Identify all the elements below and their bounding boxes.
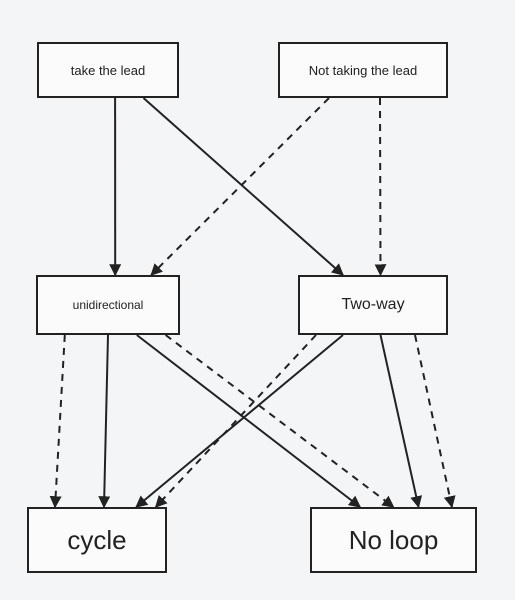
edge-unidirectional-to-cycle-dashed: [55, 335, 65, 507]
node-take-lead: take the lead: [37, 42, 179, 98]
node-label: No loop: [349, 525, 439, 556]
node-not-take-lead: Not taking the lead: [278, 42, 448, 98]
node-label: Two-way: [341, 296, 404, 314]
node-label: Not taking the lead: [309, 63, 417, 78]
edge-unidirectional-to-cycle-solid: [104, 335, 108, 507]
node-no-loop: No loop: [310, 507, 477, 573]
edge-two-way-to-no-loop-dashed: [415, 335, 452, 507]
edge-not-take-lead-to-two-way-dashed: [380, 98, 381, 275]
edge-two-way-to-cycle-dashed: [156, 335, 316, 507]
edge-not-take-lead-to-unidirectional-dashed: [151, 98, 329, 275]
edge-unidirectional-to-no-loop-solid: [137, 335, 360, 507]
node-unidirectional: unidirectional: [36, 275, 180, 335]
edge-unidirectional-to-no-loop-dashed: [166, 335, 394, 507]
node-label: cycle: [67, 525, 126, 556]
edge-two-way-to-cycle-solid: [136, 335, 343, 507]
edge-take-lead-to-two-way-solid: [144, 98, 344, 275]
node-two-way: Two-way: [298, 275, 448, 335]
node-cycle: cycle: [27, 507, 167, 573]
node-label: take the lead: [71, 63, 145, 78]
node-label: unidirectional: [73, 298, 144, 312]
edge-two-way-to-no-loop-solid: [381, 335, 419, 507]
